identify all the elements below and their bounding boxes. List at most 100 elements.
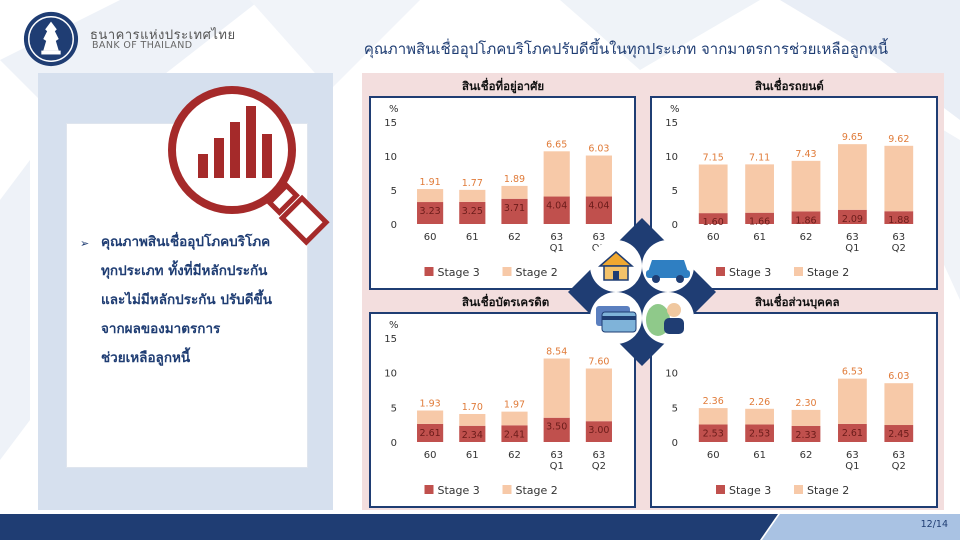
bar-stage3	[585, 421, 612, 442]
x-tick-label: 61	[466, 450, 479, 461]
bar-stage2	[884, 383, 914, 426]
bar-stage3	[501, 425, 528, 442]
legend-swatch-stage2	[794, 267, 803, 276]
data-label-stage2: 8.54	[546, 347, 567, 358]
x-tick-label: 63	[550, 450, 563, 461]
bar-stage3	[745, 212, 774, 224]
bar-stage2	[838, 144, 867, 210]
data-label-stage3: 2.53	[703, 428, 724, 439]
x-tick-label: 61	[753, 450, 766, 461]
x-tick-label: 63	[892, 232, 905, 243]
chart-title-credit-card: สินเชื่อบัตรเครดิต	[462, 295, 550, 309]
x-tick-label: 61	[753, 232, 766, 243]
data-label-stage3: 2.33	[795, 430, 816, 441]
data-label-stage2: 1.70	[462, 402, 483, 413]
bar-stage2	[585, 155, 612, 197]
x-tick-label: 62	[508, 450, 521, 461]
x-tick-label: 63	[593, 232, 606, 243]
data-label-stage2: 1.91	[420, 177, 441, 188]
bank-name-english: BANK OF THAILAND	[92, 40, 193, 51]
data-label-stage2: 9.65	[842, 132, 863, 143]
data-label-stage3: 2.61	[420, 428, 441, 439]
bar-stage3	[417, 202, 444, 224]
summary-bullet: ➢ คุณภาพสินเชื่ออุปโภคบริโภค ทุกประเภท ท…	[80, 228, 320, 373]
x-tick-label: 60	[707, 232, 720, 243]
loan-types-icon-cluster	[568, 218, 716, 366]
y-tick-label: 5	[391, 403, 397, 414]
y-unit-label: %	[389, 320, 399, 331]
data-label-stage2: 7.43	[795, 149, 816, 160]
x-tick-label: 62	[800, 232, 813, 243]
data-label-stage2: 2.36	[703, 396, 724, 407]
bar-stage3	[791, 211, 821, 224]
bar-stage2	[791, 160, 821, 212]
x-tick-label: 63	[846, 450, 859, 461]
x-tick-label: 63	[593, 450, 606, 461]
bank-name-thai: ธนาคารแห่งประเทศไทย	[90, 28, 236, 43]
data-label-stage2: 2.30	[795, 398, 816, 409]
y-tick-label: 10	[384, 369, 397, 380]
bar-stage3	[698, 424, 728, 442]
legend-swatch-stage3	[424, 485, 434, 494]
x-tick-label: 60	[424, 450, 437, 461]
chart-credit-card: % 0 5 10 15 2.61 1.93 60 2.34 1.70 61 2.41 1.97 62 3.5…	[369, 312, 636, 508]
data-label-stage2: 7.11	[749, 152, 770, 163]
bar-stage2	[698, 164, 728, 214]
bar-stage3	[459, 425, 486, 442]
summary-line: และไม่มีหลักประกัน ปรับดีขึ้น	[101, 292, 272, 308]
y-tick-label: 5	[672, 186, 678, 197]
data-label-stage3: 2.09	[842, 214, 863, 225]
data-label-stage3: 1.86	[795, 215, 816, 226]
legend-label-stage2: Stage 2	[516, 266, 558, 279]
chart-title-personal: สินเชื่อส่วนบุคคล	[755, 295, 840, 309]
bar-stage3	[543, 417, 570, 442]
x-tick-label: Q1	[845, 461, 859, 472]
x-tick-label: 63	[892, 450, 905, 461]
header: ธนาคารแห่งประเทศไทย BANK OF THAILAND คุณ…	[0, 0, 960, 72]
bar-stage2	[417, 189, 444, 203]
data-label-stage2: 6.53	[842, 367, 863, 378]
bullet-arrow-icon: ➢	[80, 237, 90, 250]
legend-swatch-stage2	[502, 267, 512, 276]
y-tick-label: 10	[384, 152, 397, 163]
y-tick-label: 10	[665, 152, 678, 163]
bank-seal-logo	[23, 11, 79, 67]
magnifier-chart-icon	[168, 86, 330, 246]
y-unit-label: %	[670, 104, 680, 115]
personal-loan-icon	[642, 292, 694, 344]
y-tick-label: 5	[672, 403, 678, 414]
bar-stage3	[791, 425, 821, 442]
data-label-stage3: 2.34	[462, 430, 483, 441]
legend-label-stage2: Stage 2	[807, 484, 849, 497]
legend-label-stage3: Stage 3	[438, 484, 480, 497]
legend-label-stage3: Stage 3	[438, 266, 480, 279]
bar-stage2	[501, 185, 528, 199]
bar-stage2	[745, 164, 774, 213]
x-tick-label: 60	[424, 232, 437, 243]
data-label-stage3: 2.53	[749, 428, 770, 439]
legend-swatch-stage3	[716, 267, 725, 276]
y-tick-label: 10	[665, 369, 678, 380]
data-label-stage3: 1.66	[749, 217, 770, 228]
credit-card-icon	[590, 292, 642, 344]
bar-stage2	[459, 413, 486, 426]
data-label-stage2: 6.03	[588, 144, 609, 155]
bar-stage3	[838, 423, 867, 442]
data-label-stage3: 2.45	[888, 429, 909, 440]
legend-label-stage3: Stage 3	[729, 266, 771, 279]
legend-swatch-stage2	[794, 485, 803, 494]
chart-title-auto: สินเชื่อรถยนต์	[755, 79, 824, 93]
y-tick-label: 15	[384, 118, 397, 129]
data-label-stage3: 3.50	[546, 422, 567, 433]
chart-auto: % 0 5 10 15 1.60 7.15 60 1.66 7.11 61 1.86 7.43 62 2.0…	[650, 96, 938, 290]
bar-stage2	[417, 410, 444, 424]
bar-stage3	[745, 424, 774, 442]
y-tick-label: 0	[391, 438, 397, 449]
bar-stage2	[585, 368, 612, 422]
summary-line: ทุกประเภท ทั้งที่มีหลักประกัน	[101, 263, 268, 279]
bar-stage3	[501, 198, 528, 224]
chart-housing-svg: % 0 5 10 15 3.23 1.91 60 3.25 1.77 61 3.71 1.89 62 4.0…	[384, 104, 612, 279]
house-icon	[590, 240, 642, 292]
data-label-stage2: 1.89	[504, 174, 525, 185]
chart-personal-svg: %0510152.532.36602.532.26612.332.30622.6…	[665, 320, 914, 497]
